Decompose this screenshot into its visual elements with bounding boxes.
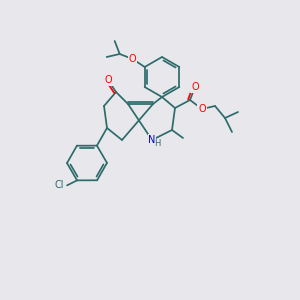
Text: O: O	[104, 75, 112, 85]
Text: Cl: Cl	[54, 180, 64, 190]
Text: O: O	[198, 104, 206, 114]
Text: H: H	[154, 140, 160, 148]
Text: N: N	[148, 135, 156, 145]
Text: O: O	[129, 54, 136, 64]
Text: O: O	[191, 82, 199, 92]
